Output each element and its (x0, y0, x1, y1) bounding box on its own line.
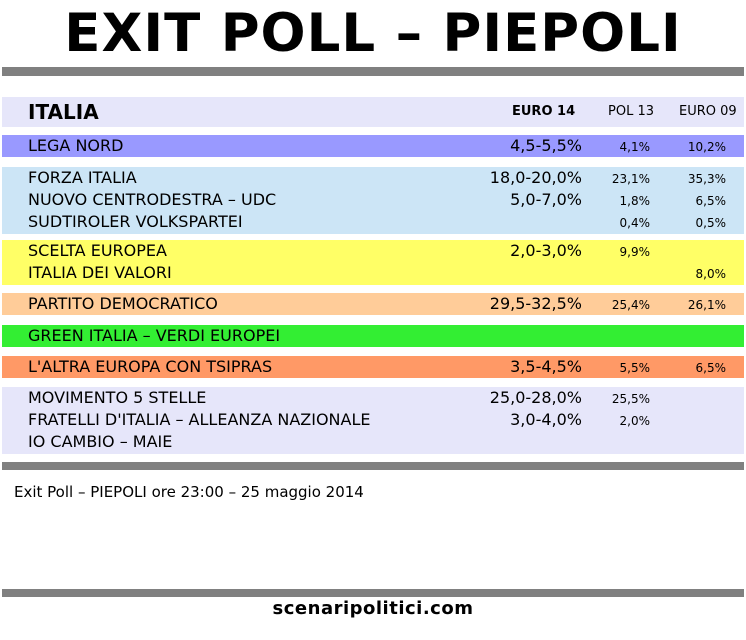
bottom-rule (2, 462, 744, 470)
table-row: ITALIA DEI VALORI 8,0% (2, 262, 744, 284)
table-row: SUDTIROLER VOLKSPARTEI 0,4% 0,5% (2, 211, 744, 233)
party-name: L'ALTRA EUROPA CON TSIPRAS (28, 357, 273, 376)
euro14-value: 4,5-5,5% (510, 136, 582, 155)
party-name: FRATELLI D'ITALIA – ALLEANZA NAZIONALE (28, 410, 371, 429)
pol13-value: 25,5% (611, 392, 650, 406)
table-row: MOVIMENTO 5 STELLE 25,0-28,0% 25,5% (2, 387, 744, 409)
table-row: SCELTA EUROPEA 2,0-3,0% 9,9% (2, 240, 744, 262)
top-rule (2, 67, 744, 76)
euro14-value: 5,0-7,0% (510, 190, 582, 209)
party-group: GREEN ITALIA – VERDI EUROPEI (2, 325, 744, 347)
party-name: FORZA ITALIA (28, 168, 137, 187)
pol13-value: 23,1% (611, 172, 650, 186)
euro09-value: 35,3% (687, 172, 726, 186)
party-name: ITALIA DEI VALORI (28, 263, 172, 282)
euro09-value: 0,5% (695, 216, 727, 230)
pol13-value: 2,0% (619, 414, 651, 428)
party-name: GREEN ITALIA – VERDI EUROPEI (28, 326, 281, 345)
pol13-value: 5,5% (619, 361, 651, 375)
party-group: FORZA ITALIA 18,0-20,0% 23,1% 35,3% NUOVO CE… (2, 167, 744, 234)
table-row: GREEN ITALIA – VERDI EUROPEI (2, 325, 744, 347)
table-row: NUOVO CENTRODESTRA – UDC 5,0-7,0% 1,8% 6,5% (2, 189, 744, 211)
pol13-value: 9,9% (619, 245, 651, 259)
table-row: FRATELLI D'ITALIA – ALLEANZA NAZIONALE 3,… (2, 409, 744, 431)
region-label: ITALIA (28, 100, 99, 124)
party-name: IO CAMBIO – MAIE (28, 432, 173, 451)
euro09-value: 26,1% (687, 298, 726, 312)
party-name: SUDTIROLER VOLKSPARTEI (28, 212, 243, 231)
table-row: L'ALTRA EUROPA CON TSIPRAS 3,5-4,5% 5,5% 6,… (2, 356, 744, 378)
euro09-value: 8,0% (695, 267, 727, 281)
euro09-value: 6,5% (695, 361, 727, 375)
euro14-value: 3,5-4,5% (510, 357, 582, 376)
table-row: LEGA NORD 4,5-5,5% 4,1% 10,2% (2, 135, 744, 157)
pol13-value: 1,8% (619, 194, 651, 208)
euro09-value: 10,2% (687, 140, 726, 154)
pol13-value: 4,1% (619, 140, 651, 154)
euro14-value: 29,5-32,5% (489, 294, 582, 313)
col-pol13: POL 13 (608, 104, 654, 119)
party-group: MOVIMENTO 5 STELLE 25,0-28,0% 25,5% FRATELL… (2, 387, 744, 454)
party-group: LEGA NORD 4,5-5,5% 4,1% 10,2% (2, 135, 744, 157)
table-row: IO CAMBIO – MAIE (2, 431, 744, 453)
party-group: PARTITO DEMOCRATICO 29,5-32,5% 25,4% 26,1% (2, 293, 744, 315)
party-group: L'ALTRA EUROPA CON TSIPRAS 3,5-4,5% 5,5% 6,… (2, 356, 744, 378)
pol13-value: 0,4% (619, 216, 651, 230)
footer-rule (2, 589, 744, 597)
col-euro09: EURO 09 (679, 104, 737, 119)
party-name: LEGA NORD (28, 136, 124, 155)
party-name: SCELTA EUROPEA (28, 241, 167, 260)
euro14-value: 25,0-28,0% (489, 388, 582, 407)
party-group: SCELTA EUROPEA 2,0-3,0% 9,9% ITALIA DEI VAL… (2, 240, 744, 285)
euro14-value: 2,0-3,0% (510, 241, 582, 260)
table-row: FORZA ITALIA 18,0-20,0% 23,1% 35,3% (2, 167, 744, 189)
table-row: PARTITO DEMOCRATICO 29,5-32,5% 25,4% 26,1% (2, 293, 744, 315)
euro14-value: 18,0-20,0% (489, 168, 582, 187)
page-title: EXIT POLL – PIEPOLI (64, 3, 682, 64)
party-name: PARTITO DEMOCRATICO (28, 294, 218, 313)
pol13-value: 25,4% (611, 298, 650, 312)
party-name: MOVIMENTO 5 STELLE (28, 388, 207, 407)
euro14-value: 3,0-4,0% (510, 410, 582, 429)
col-euro14: EURO 14 (512, 104, 576, 119)
euro09-value: 6,5% (695, 194, 727, 208)
site-name: scenaripolitici.com (272, 598, 474, 619)
party-name: NUOVO CENTRODESTRA – UDC (28, 190, 277, 209)
table-header: ITALIA EURO 14 POL 13 EURO 09 (2, 97, 744, 127)
source-note: Exit Poll – PIEPOLI ore 23:00 – 25 maggi… (14, 483, 364, 501)
